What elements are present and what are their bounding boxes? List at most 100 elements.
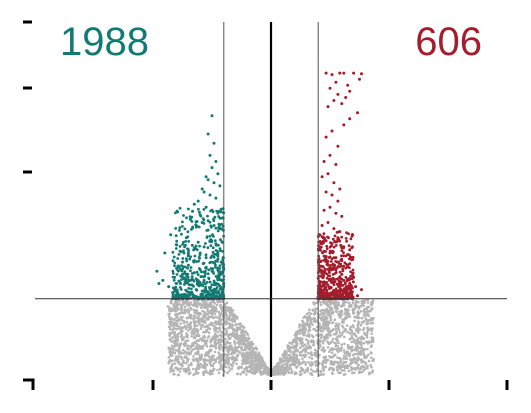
non-significant-point (199, 306, 203, 310)
down-regulated-point (204, 175, 208, 179)
non-significant-point (369, 345, 373, 348)
non-significant-point (169, 366, 173, 369)
non-significant-point (205, 302, 209, 306)
non-significant-point (322, 317, 326, 321)
non-significant-point (324, 327, 328, 330)
down-regulated-point (202, 261, 206, 265)
non-significant-point (319, 301, 322, 304)
up-regulated-point (331, 273, 335, 276)
non-significant-point (357, 341, 360, 345)
non-significant-point (235, 329, 239, 333)
up-regulated-point (335, 277, 339, 281)
non-significant-point (225, 340, 229, 343)
y-tick (23, 86, 32, 90)
non-significant-point (194, 328, 198, 332)
non-significant-point (313, 352, 316, 355)
non-significant-point (345, 353, 349, 357)
non-significant-point (331, 371, 334, 375)
down-regulated-point (187, 283, 191, 287)
non-significant-point (182, 319, 186, 323)
down-regulated-point (196, 199, 200, 203)
down-regulated-point (204, 242, 207, 245)
non-significant-point (370, 332, 374, 335)
non-significant-point (281, 354, 284, 357)
non-significant-point (233, 319, 237, 322)
down-regulated-point (180, 232, 183, 236)
down-regulated-point (212, 219, 216, 223)
non-significant-point (340, 369, 344, 372)
non-significant-point (168, 312, 171, 316)
non-significant-point (335, 307, 339, 311)
non-significant-point (217, 322, 221, 325)
down-regulated-point (186, 272, 190, 276)
up-regulated-point (321, 294, 325, 297)
non-significant-point (224, 313, 227, 316)
non-significant-point (276, 365, 280, 368)
non-significant-point (192, 355, 195, 358)
non-significant-point (307, 323, 310, 327)
down-regulated-point (173, 264, 176, 267)
non-significant-point (337, 322, 341, 326)
non-significant-point (237, 328, 240, 331)
up-regulated-point (342, 287, 346, 290)
non-significant-point (288, 349, 291, 353)
non-significant-point (197, 334, 201, 337)
up-regulated-point (334, 271, 338, 274)
non-significant-point (290, 346, 293, 349)
non-significant-point (184, 342, 187, 345)
non-significant-point (176, 339, 180, 343)
down-regulated-point (186, 247, 189, 251)
non-significant-point (187, 366, 190, 370)
non-significant-point (300, 350, 304, 354)
non-significant-point (246, 333, 250, 336)
up-regulated-point (336, 199, 340, 203)
non-significant-point (337, 363, 341, 367)
non-significant-point (197, 339, 201, 342)
down-regulated-point (209, 267, 213, 270)
down-regulated-point (216, 278, 220, 282)
down-regulated-point (209, 256, 213, 259)
up-regulated-point (348, 117, 352, 121)
non-significant-point (362, 301, 366, 305)
up-regulated-point (345, 262, 348, 266)
non-significant-point (213, 340, 217, 344)
down-regulated-point (217, 273, 221, 276)
non-significant-point (321, 312, 325, 316)
non-significant-point (331, 348, 334, 352)
non-significant-point (178, 345, 182, 348)
non-significant-point (171, 321, 175, 325)
down-regulated-point (185, 259, 189, 263)
up-regulated-point (324, 255, 328, 258)
non-significant-point (347, 364, 351, 367)
non-significant-point (324, 337, 328, 340)
non-significant-point (183, 305, 187, 309)
down-regulated-point (178, 206, 182, 210)
axis-corner-tick (23, 378, 35, 390)
non-significant-point (351, 337, 355, 340)
non-significant-point (253, 358, 257, 362)
non-significant-point (260, 366, 264, 370)
down-regulated-point (216, 229, 220, 233)
non-significant-point (184, 370, 188, 374)
non-significant-point (250, 359, 254, 362)
down-regulated-point (184, 240, 188, 243)
non-significant-point (183, 325, 186, 329)
non-significant-point (220, 318, 223, 322)
non-significant-point (195, 316, 199, 320)
non-significant-point (287, 371, 291, 375)
non-significant-point (173, 304, 176, 308)
non-significant-point (311, 317, 314, 321)
non-significant-point (225, 308, 229, 312)
non-significant-point (167, 346, 171, 350)
non-significant-point (360, 335, 364, 339)
down-regulated-point (181, 260, 184, 264)
non-significant-point (244, 330, 247, 333)
x-tick (505, 380, 509, 390)
down-regulated-point (175, 243, 179, 247)
non-significant-point (187, 302, 191, 306)
non-significant-point (345, 314, 349, 317)
non-significant-point (185, 309, 188, 312)
non-significant-point (221, 358, 224, 361)
non-significant-point (298, 328, 302, 331)
non-significant-point (235, 354, 239, 357)
